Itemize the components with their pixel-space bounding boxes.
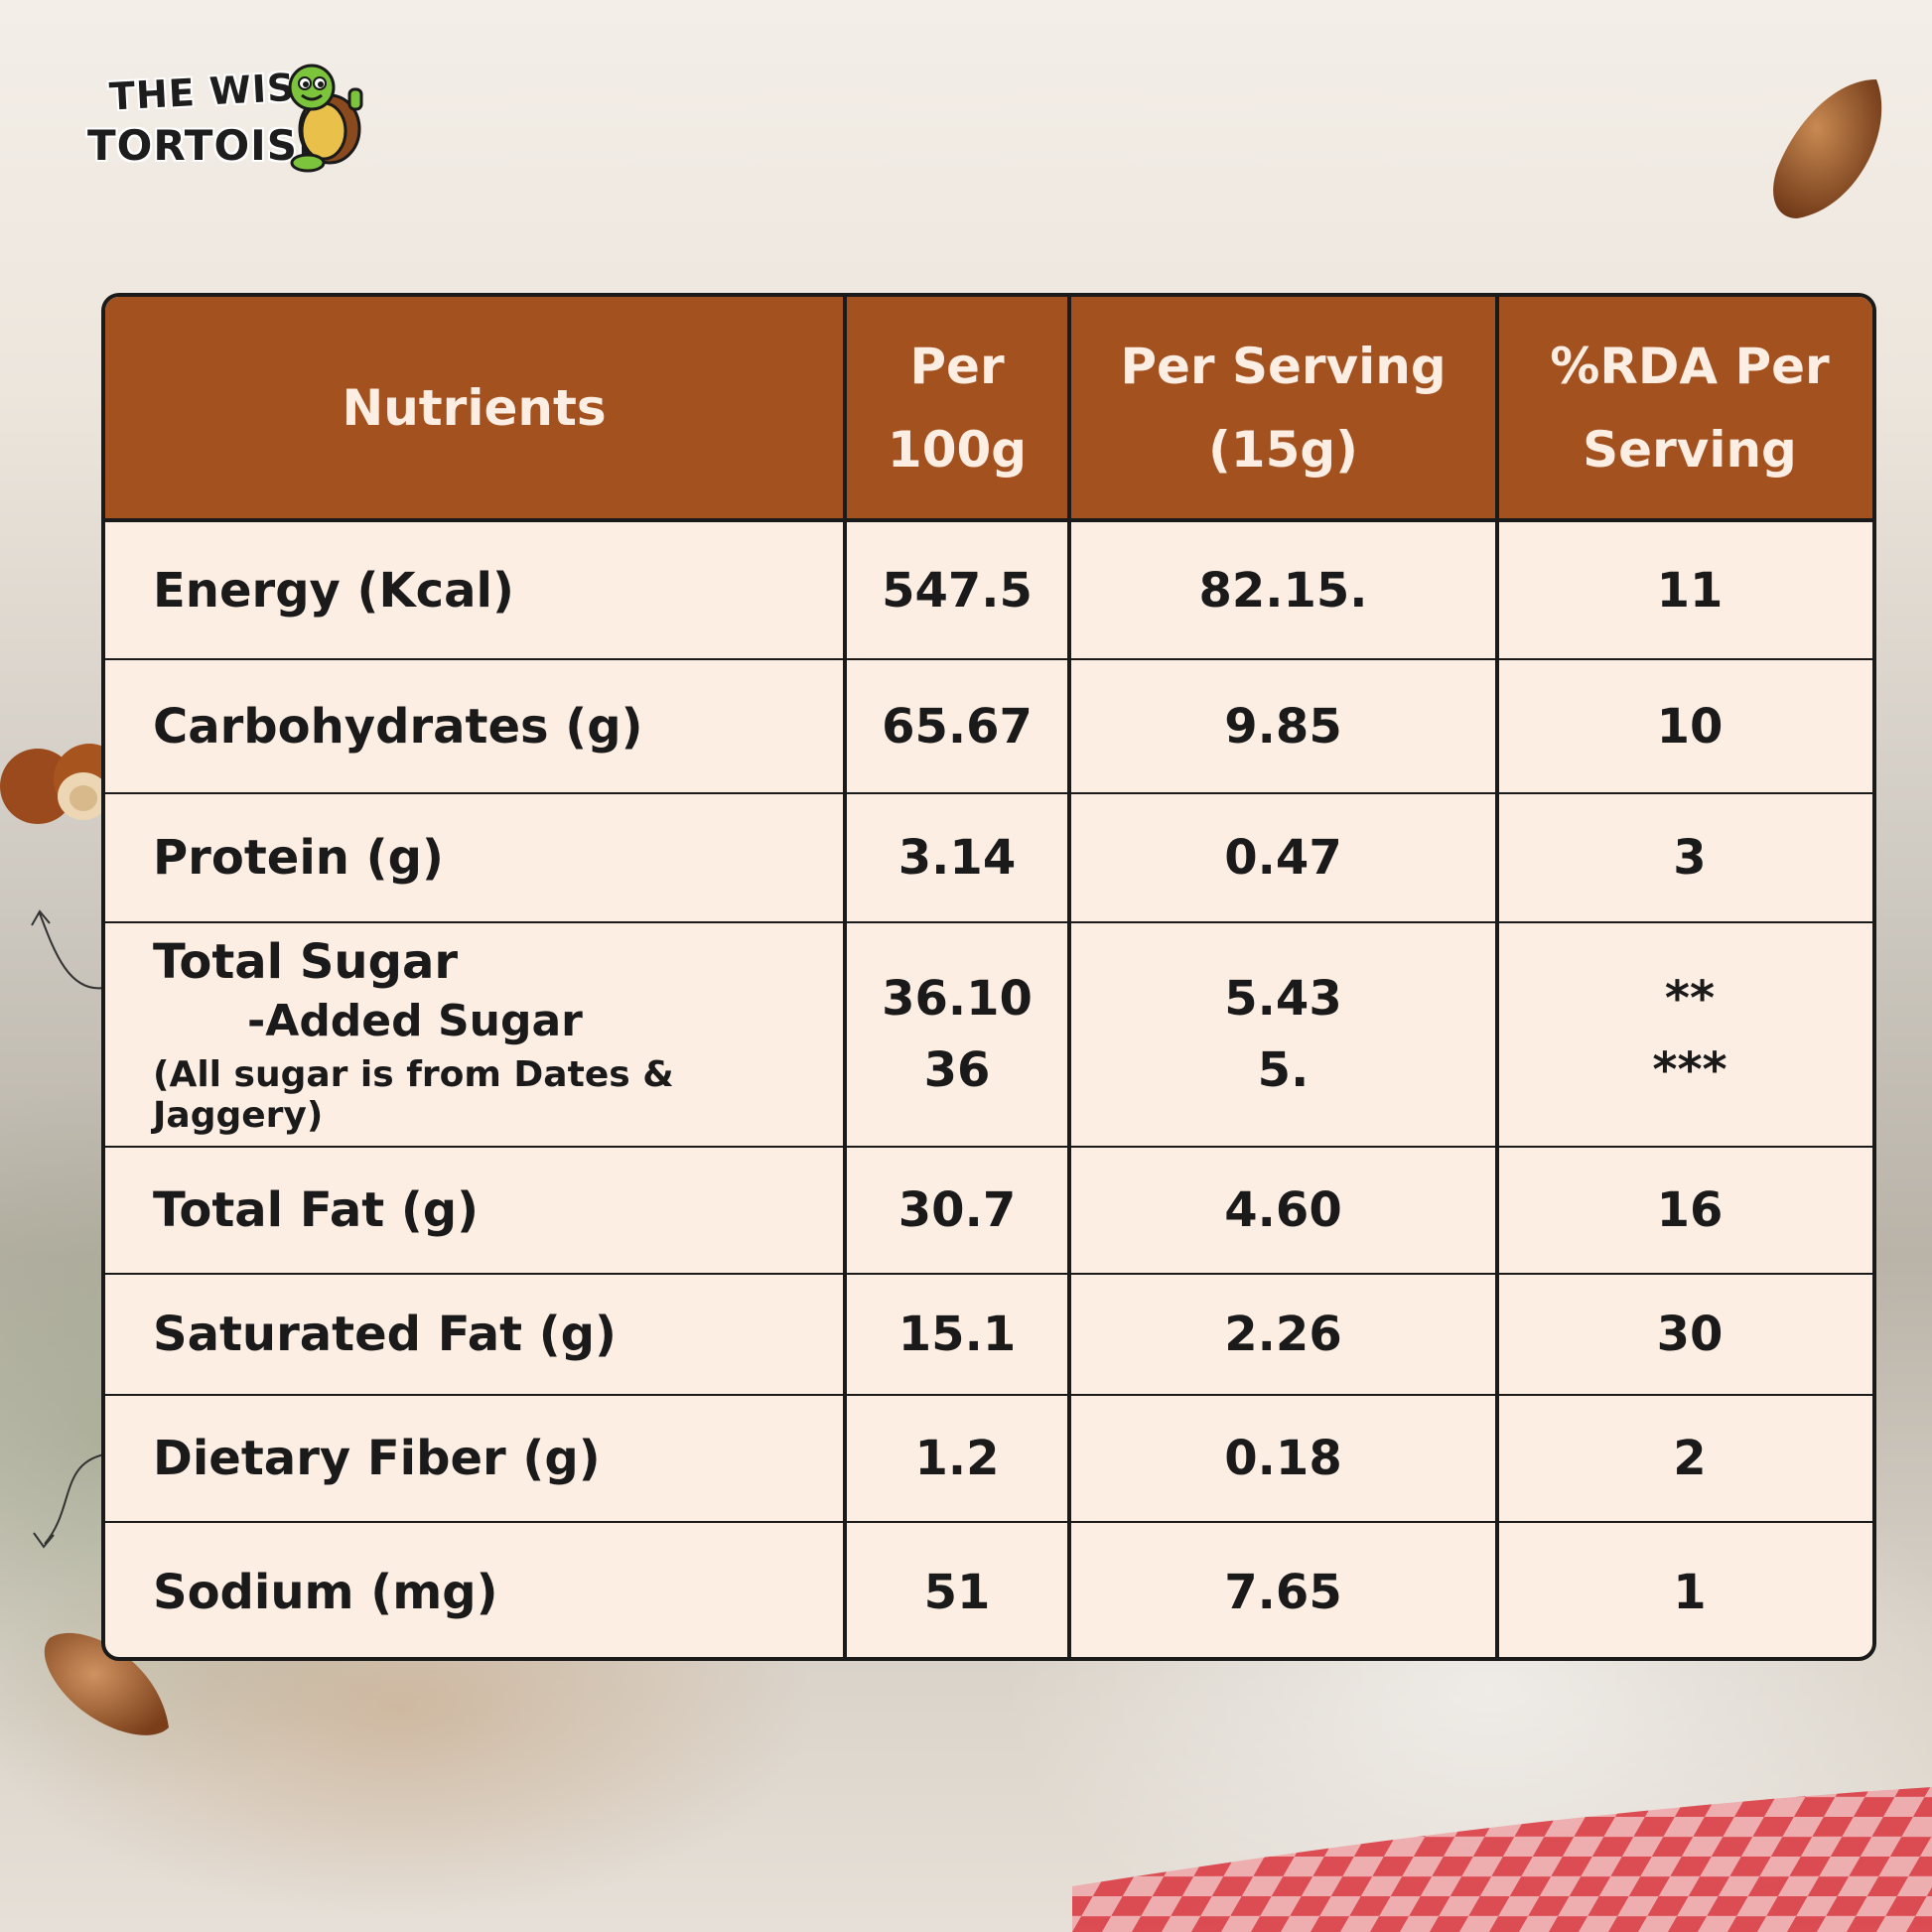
nutrient-name: Energy (Kcal) xyxy=(105,519,847,660)
nutrient-name: Protein (g) xyxy=(105,792,847,923)
table-row: Total Fat (g) 30.7 4.60 16 xyxy=(105,1146,1872,1275)
table-row: Saturated Fat (g) 15.1 2.26 30 xyxy=(105,1273,1872,1396)
value-per-100g: 51 xyxy=(844,1521,1071,1657)
nutrient-name: Total Sugar xyxy=(153,933,459,990)
value-per-serving: 9.85 xyxy=(1068,658,1499,794)
value-rda-total: ** xyxy=(1664,971,1716,1027)
header-rda-line1: %RDA Per xyxy=(1550,337,1830,395)
value-rda: ** *** xyxy=(1496,921,1872,1148)
almond-icon xyxy=(44,1632,169,1735)
value-per-100g: 65.67 xyxy=(844,658,1071,794)
value-rda: 10 xyxy=(1496,658,1872,794)
header-serving-line2: (15g) xyxy=(1207,420,1359,479)
table-row: Energy (Kcal) 547.5 82.15. 11 xyxy=(105,519,1872,660)
table-row: Sodium (mg) 51 7.65 1 xyxy=(105,1521,1872,1657)
hazelnut-icon xyxy=(0,744,125,824)
value-per-100g: 15.1 xyxy=(844,1273,1071,1396)
value-per-serving: 82.15. xyxy=(1068,519,1499,660)
nutrient-name-sugar: Total Sugar -Added Sugar (All sugar is f… xyxy=(105,921,847,1148)
header-nutrients: Nutrients xyxy=(105,297,847,522)
header-rda-line2: Serving xyxy=(1583,420,1797,479)
value-rda: 16 xyxy=(1496,1146,1872,1275)
value-per-100g: 36.10 36 xyxy=(844,921,1071,1148)
value-per-100g-added: 36 xyxy=(923,1042,991,1098)
value-rda: 11 xyxy=(1496,519,1872,660)
table-header-row: Nutrients Per 100g Per Serving (15g) %RD… xyxy=(105,297,1872,522)
nutrient-name: Dietary Fiber (g) xyxy=(105,1394,847,1523)
table-row: Protein (g) 3.14 0.47 3 xyxy=(105,792,1872,923)
value-per-serving: 5.43 5. xyxy=(1068,921,1499,1148)
nutrient-name: Total Fat (g) xyxy=(105,1146,847,1275)
almond-icon xyxy=(1773,79,1882,218)
table-row: Carbohydrates (g) 65.67 9.85 10 xyxy=(105,658,1872,794)
nutrient-subname: -Added Sugar xyxy=(247,995,583,1046)
table-row: Total Sugar -Added Sugar (All sugar is f… xyxy=(105,921,1872,1148)
table-row: Dietary Fiber (g) 1.2 0.18 2 xyxy=(105,1394,1872,1523)
tortoise-thumbs-up-icon xyxy=(288,64,363,173)
value-rda-added: *** xyxy=(1652,1042,1727,1098)
nutrient-name: Sodium (mg) xyxy=(105,1521,847,1657)
value-per-serving: 4.60 xyxy=(1068,1146,1499,1275)
curved-arrow-icon xyxy=(31,909,105,990)
value-per-serving-total: 5.43 xyxy=(1224,971,1342,1027)
value-per-serving-added: 5. xyxy=(1257,1042,1310,1098)
value-rda: 3 xyxy=(1496,792,1872,923)
value-rda: 30 xyxy=(1496,1273,1872,1396)
value-per-100g: 1.2 xyxy=(844,1394,1071,1523)
curved-arrow-icon xyxy=(33,1453,105,1549)
tablecloth-decoration xyxy=(1072,1787,1932,1932)
nutrition-table: Nutrients Per 100g Per Serving (15g) %RD… xyxy=(101,293,1876,1661)
header-rda: %RDA Per Serving xyxy=(1496,297,1872,522)
header-per100-line1: Per xyxy=(909,337,1005,395)
value-per-100g: 3.14 xyxy=(844,792,1071,923)
header-per100-line2: 100g xyxy=(887,420,1028,479)
value-per-100g-total: 36.10 xyxy=(882,971,1033,1027)
header-per-serving: Per Serving (15g) xyxy=(1068,297,1499,522)
value-rda: 1 xyxy=(1496,1521,1872,1657)
logo-text-line2: TORTOISE xyxy=(87,121,328,170)
header-serving-line1: Per Serving xyxy=(1120,337,1447,395)
header-nutrients-label: Nutrients xyxy=(342,378,607,437)
nutrient-name: Saturated Fat (g) xyxy=(105,1273,847,1396)
nutrient-note: (All sugar is from Dates & Jaggery) xyxy=(153,1053,674,1136)
value-per-serving: 0.47 xyxy=(1068,792,1499,923)
value-per-100g: 547.5 xyxy=(844,519,1071,660)
value-per-serving: 0.18 xyxy=(1068,1394,1499,1523)
nutrient-name: Carbohydrates (g) xyxy=(105,658,847,794)
header-per-100g: Per 100g xyxy=(844,297,1071,522)
value-per-serving: 7.65 xyxy=(1068,1521,1499,1657)
brand-logo: THE WISE TORTOISE xyxy=(83,60,371,179)
value-rda: 2 xyxy=(1496,1394,1872,1523)
value-per-100g: 30.7 xyxy=(844,1146,1071,1275)
value-per-serving: 2.26 xyxy=(1068,1273,1499,1396)
